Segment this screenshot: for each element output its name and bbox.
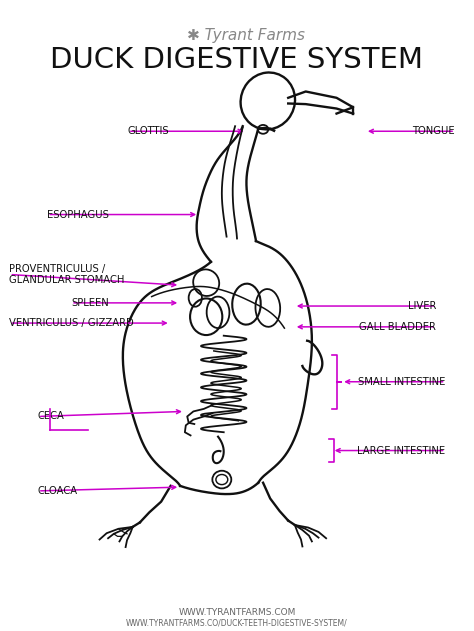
Text: ESOPHAGUS: ESOPHAGUS — [47, 209, 109, 220]
Text: SMALL INTESTINE: SMALL INTESTINE — [358, 377, 446, 387]
Text: WWW.TYRANTFARMS.CO/DUCK-TEETH-DIGESTIVE-SYSTEM/: WWW.TYRANTFARMS.CO/DUCK-TEETH-DIGESTIVE-… — [126, 618, 348, 627]
Text: SPLEEN: SPLEEN — [71, 298, 109, 308]
Text: ✱ Tyrant Farms: ✱ Tyrant Farms — [188, 28, 305, 43]
Text: VENTRICULUS / GIZZARD: VENTRICULUS / GIZZARD — [9, 318, 134, 328]
Text: GALL BLADDER: GALL BLADDER — [359, 322, 436, 332]
Text: CLOACA: CLOACA — [38, 486, 78, 496]
Text: LARGE INTESTINE: LARGE INTESTINE — [357, 445, 446, 456]
Text: TONGUE: TONGUE — [412, 126, 455, 136]
Text: GLOTTIS: GLOTTIS — [128, 126, 170, 136]
Text: WWW.TYRANTFARMS.COM: WWW.TYRANTFARMS.COM — [178, 608, 296, 616]
Text: PROVENTRICULUS /
GLANDULAR STOMACH: PROVENTRICULUS / GLANDULAR STOMACH — [9, 264, 125, 285]
Text: DUCK DIGESTIVE SYSTEM: DUCK DIGESTIVE SYSTEM — [51, 46, 423, 74]
Text: CECA: CECA — [38, 411, 65, 422]
Text: LIVER: LIVER — [408, 301, 436, 311]
